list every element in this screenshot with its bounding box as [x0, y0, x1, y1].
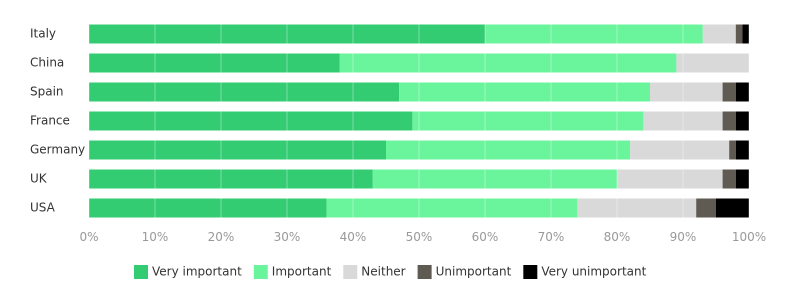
bar-segment — [89, 111, 413, 131]
bar-segment — [742, 24, 749, 44]
bar-segment — [89, 169, 373, 189]
bar-segment — [696, 198, 716, 218]
bar-segment — [89, 140, 386, 160]
bar-segment — [412, 111, 644, 131]
x-tick-label: 40% — [340, 230, 367, 244]
bar-segment — [722, 169, 736, 189]
bar-segment — [89, 53, 340, 73]
bar-segment — [399, 82, 650, 102]
bar-segment — [722, 82, 736, 102]
category-label: China — [30, 56, 64, 70]
bar-segment — [372, 169, 617, 189]
legend-swatch — [523, 265, 538, 279]
bar-segment — [702, 24, 736, 44]
legend-swatch — [253, 265, 268, 279]
bar-segment — [326, 198, 578, 218]
legend-label: Important — [272, 265, 332, 279]
bar-segment — [722, 111, 736, 131]
legend-swatch — [417, 265, 432, 279]
x-tick-label: 100% — [732, 230, 766, 244]
bar-segment — [485, 24, 703, 44]
bar-segment — [735, 140, 749, 160]
bar-segment — [577, 198, 697, 218]
bar-segment — [339, 53, 677, 73]
x-tick-label: 80% — [604, 230, 631, 244]
category-label: France — [30, 114, 70, 128]
legend-swatch — [134, 265, 148, 279]
bar-segment — [735, 169, 749, 189]
bar-segment — [676, 53, 749, 73]
bar-segment — [89, 82, 400, 102]
x-tick-label: 70% — [538, 230, 565, 244]
bar-segment — [735, 111, 749, 131]
bar-segment — [89, 198, 327, 218]
x-tick-label: 90% — [670, 230, 697, 244]
bar-segment — [729, 140, 736, 160]
category-label: Germany — [30, 143, 85, 157]
bar-segment — [643, 111, 723, 131]
bar-segment — [716, 198, 749, 218]
x-tick-label: 30% — [274, 230, 301, 244]
category-label: USA — [30, 201, 56, 215]
legend-label: Very unimportant — [541, 265, 646, 279]
bar-segment — [617, 169, 723, 189]
x-tick-label: 20% — [208, 230, 235, 244]
legend-label: Unimportant — [436, 265, 512, 279]
x-tick-label: 50% — [406, 230, 433, 244]
legend-swatch — [343, 265, 358, 279]
bar-segment — [735, 82, 749, 102]
category-label: Italy — [30, 27, 56, 41]
bar-segment — [630, 140, 730, 160]
bar-segment — [386, 140, 631, 160]
bar-segment — [735, 24, 743, 44]
x-tick-label: 10% — [142, 230, 169, 244]
category-label: UK — [30, 172, 48, 186]
legend-label: Neither — [361, 265, 405, 279]
bar-segment — [89, 24, 485, 44]
bar-segment — [650, 82, 723, 102]
category-label: Spain — [30, 85, 64, 99]
legend-label: Very important — [152, 265, 242, 279]
x-tick-label: 0% — [79, 230, 98, 244]
x-tick-label: 60% — [472, 230, 499, 244]
